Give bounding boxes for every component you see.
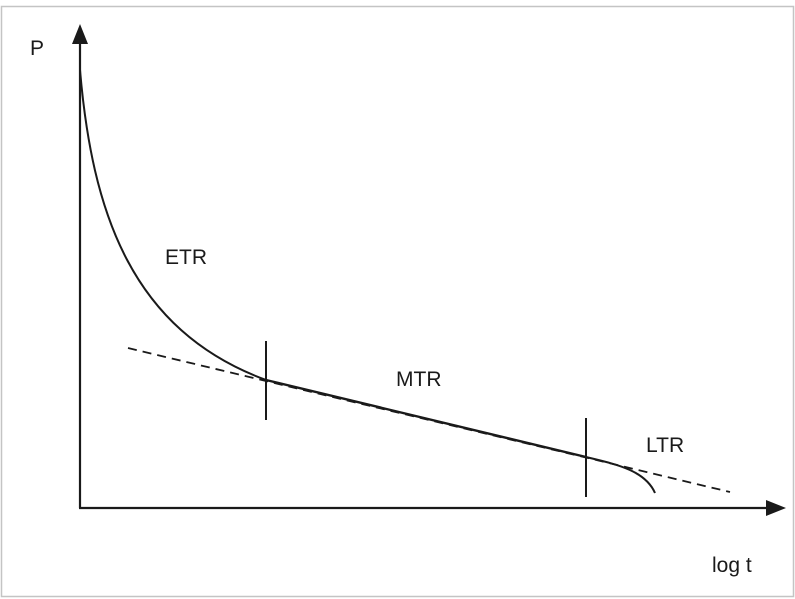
ltr-label: LTR (646, 434, 684, 457)
mtr-curve (265, 378, 587, 459)
x-axis-arrowhead (766, 500, 786, 516)
x-axis-label: log t (712, 554, 752, 577)
etr-label: ETR (165, 246, 207, 269)
mtr-label: MTR (396, 368, 442, 391)
y-axis-label: P (30, 37, 44, 60)
y-axis-arrowhead (72, 24, 88, 44)
ltr-curve (585, 456, 656, 494)
semilog-straight-line (127, 347, 731, 493)
image-border (0, 5, 795, 598)
etr-curve (79, 69, 267, 381)
